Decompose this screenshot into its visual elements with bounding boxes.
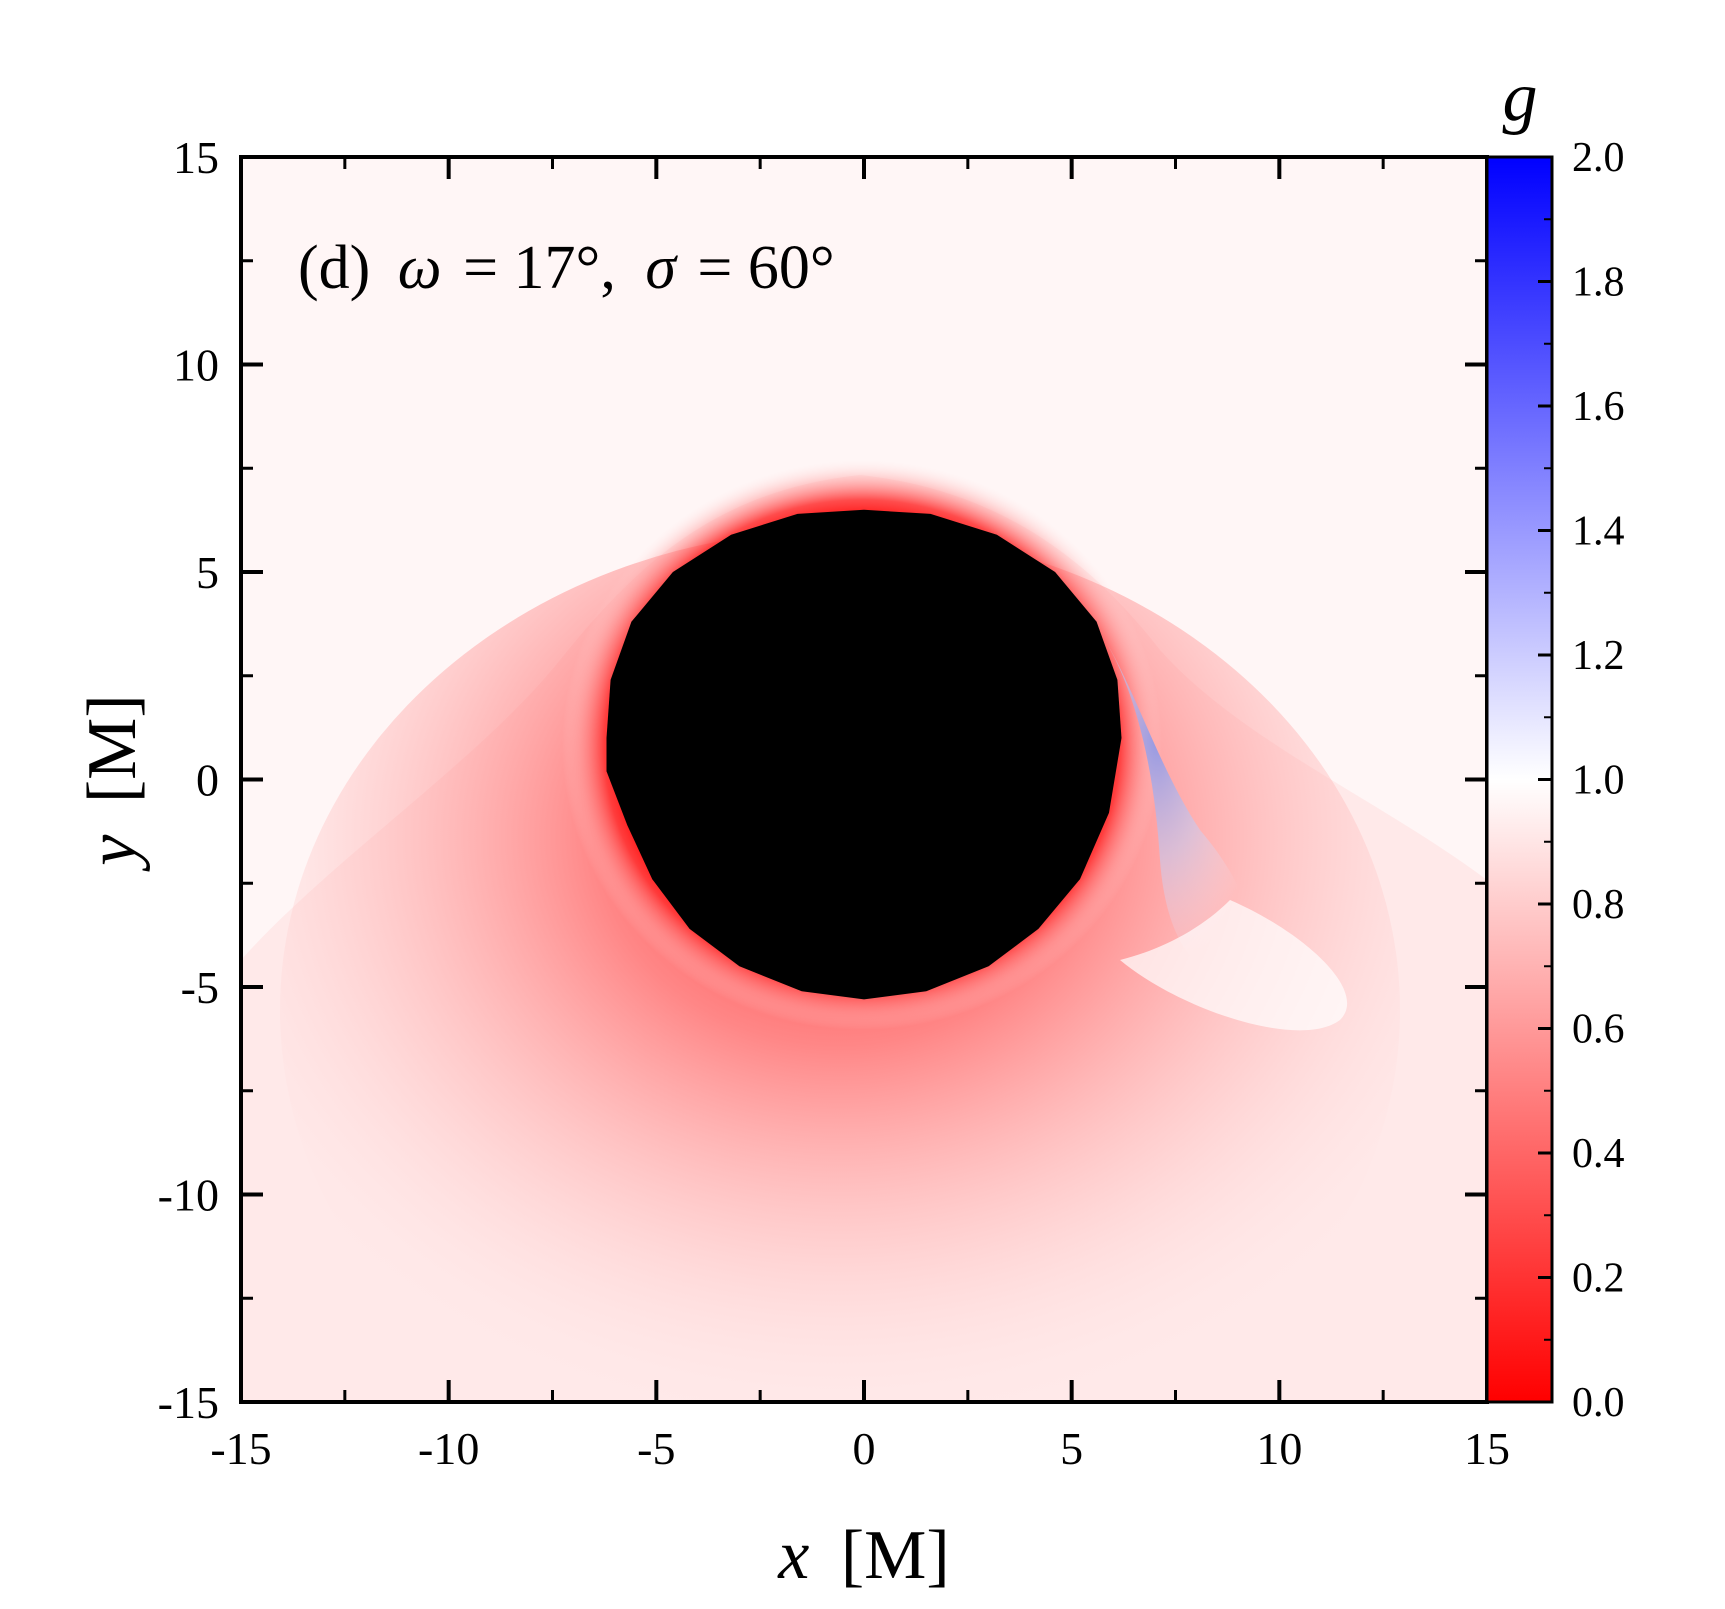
y-axis-title: y [M] xyxy=(74,694,151,871)
panel-annotation: (d) ω = 17°, σ = 60° xyxy=(298,234,835,302)
x-tick-label: 15 xyxy=(1464,1423,1510,1474)
panel-letter: (d) xyxy=(298,234,370,302)
y-axis-ticks: -15 -10 -5 0 5 10 15 xyxy=(158,132,1487,1428)
y-tick-label: 5 xyxy=(196,547,219,598)
y-tick-label: -15 xyxy=(158,1377,219,1428)
y-axis-unit: [M] xyxy=(74,694,151,803)
colorbar-tick-label: 1.2 xyxy=(1572,633,1625,679)
colorbar-ticks: 0.0 0.2 0.4 0.6 0.8 1.0 1.2 1.4 1.6 1.8 2.0 xyxy=(1538,135,1625,1426)
x-tick-label: 5 xyxy=(1060,1423,1083,1474)
sigma-value: = 60° xyxy=(697,234,834,302)
x-tick-label: 10 xyxy=(1256,1423,1302,1474)
x-tick-label: 0 xyxy=(853,1423,876,1474)
x-tick-label: -5 xyxy=(637,1423,675,1474)
y-tick-label: 0 xyxy=(196,755,219,806)
y-tick-label: 15 xyxy=(173,132,219,183)
colorbar-title: g xyxy=(1503,59,1538,136)
x-axis-var: x xyxy=(777,1517,809,1594)
x-tick-label: -15 xyxy=(210,1423,271,1474)
omega-value: = 17°, xyxy=(463,234,616,302)
x-axis-unit: [M] xyxy=(841,1517,950,1594)
colorbar-tick-label: 0.6 xyxy=(1572,1007,1625,1053)
y-tick-label: -10 xyxy=(158,1170,219,1221)
colorbar-tick-label: 0.4 xyxy=(1572,1131,1625,1177)
sigma-symbol: σ xyxy=(645,234,678,302)
colorbar-tick-label: 0.8 xyxy=(1572,882,1625,928)
colorbar-tick-label: 2.0 xyxy=(1572,135,1625,181)
y-tick-label: -5 xyxy=(181,962,219,1013)
omega-symbol: ω xyxy=(398,234,442,302)
y-tick-label: 10 xyxy=(173,340,219,391)
colorbar-tick-label: 1.4 xyxy=(1572,509,1625,555)
x-axis-title: x [M] xyxy=(777,1517,949,1594)
colorbar-tick-label: 1.8 xyxy=(1572,260,1625,306)
black-hole-shadow xyxy=(606,509,1122,1000)
colorbar-tick-label: 0.0 xyxy=(1572,1380,1625,1426)
blueshift-tail xyxy=(1105,640,1254,975)
y-axis-var: y xyxy=(74,834,151,872)
colorbar-tick-label: 1.0 xyxy=(1572,758,1625,804)
whitish-tail xyxy=(1120,900,1348,1031)
x-tick-label: -10 xyxy=(418,1423,479,1474)
x-axis-ticks: -15 -10 -5 0 5 10 15 xyxy=(210,157,1510,1474)
heatmap-field xyxy=(241,157,1487,1402)
colorbar-tick-label: 1.6 xyxy=(1572,384,1625,430)
colorbar-tick-label: 0.2 xyxy=(1572,1256,1625,1302)
